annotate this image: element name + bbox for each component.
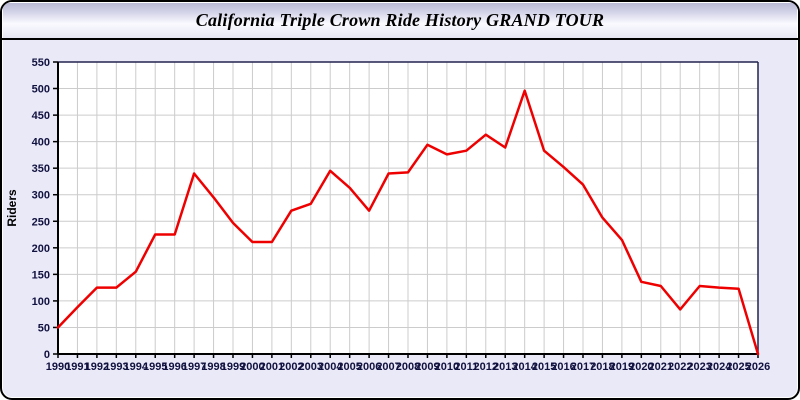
svg-text:2025: 2025	[726, 361, 750, 373]
svg-text:2015: 2015	[532, 361, 556, 373]
svg-text:1997: 1997	[182, 361, 206, 373]
svg-text:2000: 2000	[240, 361, 264, 373]
svg-text:50: 50	[38, 322, 50, 334]
svg-text:0: 0	[44, 349, 50, 361]
svg-text:2009: 2009	[415, 361, 439, 373]
svg-text:100: 100	[32, 296, 50, 308]
svg-text:300: 300	[32, 190, 50, 202]
svg-text:1992: 1992	[85, 361, 109, 373]
svg-text:1996: 1996	[162, 361, 186, 373]
svg-text:350: 350	[32, 163, 50, 175]
svg-text:2020: 2020	[629, 361, 653, 373]
svg-text:2001: 2001	[260, 361, 284, 373]
svg-text:1993: 1993	[104, 361, 128, 373]
svg-text:2010: 2010	[435, 361, 459, 373]
svg-text:550: 550	[32, 57, 50, 69]
svg-text:2005: 2005	[337, 361, 361, 373]
svg-text:150: 150	[32, 269, 50, 281]
svg-text:2013: 2013	[493, 361, 517, 373]
svg-text:2026: 2026	[746, 361, 770, 373]
svg-text:2002: 2002	[279, 361, 303, 373]
title-bar: California Triple Crown Ride History GRA…	[2, 2, 798, 40]
svg-text:2007: 2007	[376, 361, 400, 373]
svg-text:2021: 2021	[649, 361, 673, 373]
svg-text:2014: 2014	[512, 361, 537, 373]
svg-text:400: 400	[32, 137, 50, 149]
svg-text:2017: 2017	[571, 361, 595, 373]
svg-text:2012: 2012	[474, 361, 498, 373]
svg-text:1995: 1995	[143, 361, 167, 373]
svg-text:450: 450	[32, 110, 50, 122]
svg-text:1994: 1994	[124, 361, 149, 373]
svg-text:1991: 1991	[65, 361, 89, 373]
svg-text:250: 250	[32, 216, 50, 228]
svg-text:2006: 2006	[357, 361, 381, 373]
svg-text:1990: 1990	[46, 361, 70, 373]
svg-text:2016: 2016	[551, 361, 575, 373]
svg-text:2018: 2018	[590, 361, 614, 373]
svg-text:2024: 2024	[707, 361, 732, 373]
svg-text:2023: 2023	[687, 361, 711, 373]
page-title: California Triple Crown Ride History GRA…	[195, 9, 605, 30]
svg-text:2008: 2008	[396, 361, 420, 373]
svg-text:2011: 2011	[454, 361, 478, 373]
svg-text:1999: 1999	[221, 361, 245, 373]
svg-text:Riders: Riders	[5, 189, 19, 227]
svg-text:1998: 1998	[201, 361, 225, 373]
svg-text:200: 200	[32, 243, 50, 255]
svg-text:2022: 2022	[668, 361, 692, 373]
svg-text:500: 500	[32, 84, 50, 96]
svg-text:2004: 2004	[318, 361, 343, 373]
svg-text:2019: 2019	[610, 361, 634, 373]
svg-text:2003: 2003	[299, 361, 323, 373]
